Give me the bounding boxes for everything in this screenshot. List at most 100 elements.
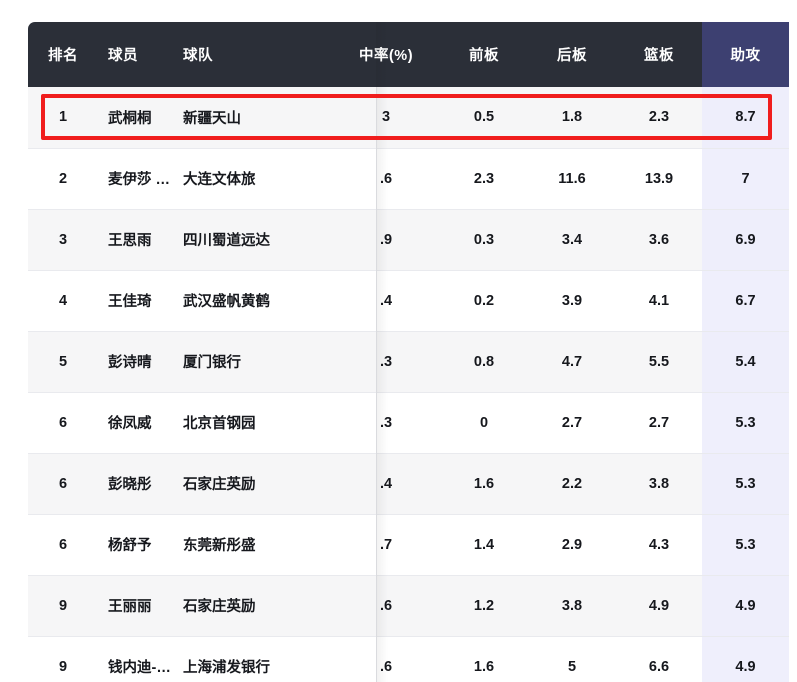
cell-pct: .6 <box>358 636 440 682</box>
cell-def: 11.6 <box>528 148 616 210</box>
column-header-rank[interactable]: 排名 <box>28 22 98 87</box>
cell-pct: .6 <box>358 575 440 637</box>
column-header-shooting-percentage-label: 中率(%) <box>358 48 414 64</box>
cell-off: 0.3 <box>440 209 528 271</box>
column-header-shooting-percentage[interactable]: 中率(%) <box>358 22 440 87</box>
cell-ast: 8.7 <box>702 87 789 149</box>
cell-rank: 3 <box>28 209 98 271</box>
cell-def: 2.2 <box>528 453 616 515</box>
cell-player: 彭晓彤 <box>98 453 173 515</box>
cell-team: 大连文体旅 <box>173 148 358 210</box>
cell-pct-value: .6 <box>379 170 393 187</box>
cell-reb: 6.6 <box>616 636 702 682</box>
cell-off: 1.6 <box>440 636 528 682</box>
cell-player: 王思雨 <box>98 209 173 271</box>
cell-rank: 2 <box>28 148 98 210</box>
cell-pct: .3 <box>358 392 440 454</box>
cell-team: 石家庄英励 <box>173 575 358 637</box>
cell-pct-value: .4 <box>379 292 393 309</box>
cell-pct: .9 <box>358 209 440 271</box>
cell-reb: 3.8 <box>616 453 702 515</box>
cell-pct-value: .4 <box>379 475 393 492</box>
table-row[interactable]: 3 王思雨 四川蜀道远达 .9 0.3 3.4 3.6 6.9 <box>28 209 789 271</box>
cell-off: 1.6 <box>440 453 528 515</box>
table-row[interactable]: 2 麦伊莎 … 大连文体旅 .6 2.3 11.6 13.9 7 <box>28 148 789 210</box>
cell-pct-value: .3 <box>379 414 393 431</box>
cell-rank: 1 <box>28 87 98 149</box>
cell-pct: 3 <box>358 87 440 149</box>
cell-reb: 2.3 <box>616 87 702 149</box>
cell-player: 武桐桐 <box>98 87 173 149</box>
cell-pct: .6 <box>358 148 440 210</box>
column-header-total-rebounds[interactable]: 篮板 <box>616 22 702 87</box>
table-row[interactable]: 4 王佳琦 武汉盛帆黄鹤 .4 0.2 3.9 4.1 6.7 <box>28 270 789 332</box>
cell-ast: 5.3 <box>702 514 789 576</box>
cell-player: 王丽丽 <box>98 575 173 637</box>
cell-rank: 5 <box>28 331 98 393</box>
assists-leaders-table: 排名 球员 球队 中率(%) 前板 后板 篮板 助攻 1 武桐桐 新疆天山 3 0.5 1… <box>28 22 789 682</box>
cell-pct: .3 <box>358 331 440 393</box>
column-header-team[interactable]: 球队 <box>173 22 358 87</box>
cell-team: 北京首钢园 <box>173 392 358 454</box>
cell-reb: 13.9 <box>616 148 702 210</box>
cell-ast: 6.7 <box>702 270 789 332</box>
cell-pct: .4 <box>358 270 440 332</box>
column-header-player[interactable]: 球员 <box>98 22 173 87</box>
stats-table-scroll-container[interactable]: 排名 球员 球队 中率(%) 前板 后板 篮板 助攻 1 武桐桐 新疆天山 3 0.5 1… <box>28 22 789 682</box>
table-row[interactable]: 9 王丽丽 石家庄英励 .6 1.2 3.8 4.9 4.9 <box>28 575 789 637</box>
cell-rank: 4 <box>28 270 98 332</box>
cell-def: 2.9 <box>528 514 616 576</box>
cell-pct: .7 <box>358 514 440 576</box>
cell-player: 彭诗晴 <box>98 331 173 393</box>
cell-rank: 9 <box>28 575 98 637</box>
table-header-row: 排名 球员 球队 中率(%) 前板 后板 篮板 助攻 <box>28 22 789 87</box>
cell-off: 2.3 <box>440 148 528 210</box>
cell-off: 1.4 <box>440 514 528 576</box>
cell-ast: 4.9 <box>702 636 789 682</box>
cell-player: 杨舒予 <box>98 514 173 576</box>
cell-def: 3.4 <box>528 209 616 271</box>
cell-pct-value: .3 <box>379 353 393 370</box>
cell-off: 0.8 <box>440 331 528 393</box>
column-header-offensive-rebounds[interactable]: 前板 <box>440 22 528 87</box>
cell-rank: 6 <box>28 453 98 515</box>
cell-player: 麦伊莎 … <box>98 148 173 210</box>
table-row[interactable]: 1 武桐桐 新疆天山 3 0.5 1.8 2.3 8.7 <box>28 87 789 149</box>
cell-team: 新疆天山 <box>173 87 358 149</box>
column-header-assists[interactable]: 助攻 <box>702 22 789 87</box>
cell-off: 0 <box>440 392 528 454</box>
cell-reb: 3.6 <box>616 209 702 271</box>
cell-rank: 9 <box>28 636 98 682</box>
cell-ast: 5.3 <box>702 453 789 515</box>
cell-ast: 4.9 <box>702 575 789 637</box>
cell-off: 1.2 <box>440 575 528 637</box>
table-header: 排名 球员 球队 中率(%) 前板 后板 篮板 助攻 <box>28 22 789 87</box>
cell-team: 东莞新彤盛 <box>173 514 358 576</box>
table-row[interactable]: 6 徐凤威 北京首钢园 .3 0 2.7 2.7 5.3 <box>28 392 789 454</box>
cell-reb: 4.1 <box>616 270 702 332</box>
cell-reb: 5.5 <box>616 331 702 393</box>
cell-ast: 6.9 <box>702 209 789 271</box>
cell-rank: 6 <box>28 392 98 454</box>
cell-team: 武汉盛帆黄鹤 <box>173 270 358 332</box>
table-row[interactable]: 5 彭诗晴 厦门银行 .3 0.8 4.7 5.5 5.4 <box>28 331 789 393</box>
table-row[interactable]: 9 钱内迪-… 上海浦发银行 .6 1.6 5 6.6 4.9 <box>28 636 789 682</box>
cell-pct: .4 <box>358 453 440 515</box>
cell-def: 2.7 <box>528 392 616 454</box>
cell-player: 徐凤威 <box>98 392 173 454</box>
table-row[interactable]: 6 杨舒予 东莞新彤盛 .7 1.4 2.9 4.3 5.3 <box>28 514 789 576</box>
cell-rank: 6 <box>28 514 98 576</box>
cell-def: 4.7 <box>528 331 616 393</box>
cell-team: 上海浦发银行 <box>173 636 358 682</box>
cell-team: 四川蜀道远达 <box>173 209 358 271</box>
cell-def: 1.8 <box>528 87 616 149</box>
cell-ast: 7 <box>702 148 789 210</box>
cell-reb: 4.3 <box>616 514 702 576</box>
cell-off: 0.5 <box>440 87 528 149</box>
cell-def: 3.8 <box>528 575 616 637</box>
cell-team: 厦门银行 <box>173 331 358 393</box>
column-header-defensive-rebounds[interactable]: 后板 <box>528 22 616 87</box>
cell-player: 王佳琦 <box>98 270 173 332</box>
table-row[interactable]: 6 彭晓彤 石家庄英励 .4 1.6 2.2 3.8 5.3 <box>28 453 789 515</box>
